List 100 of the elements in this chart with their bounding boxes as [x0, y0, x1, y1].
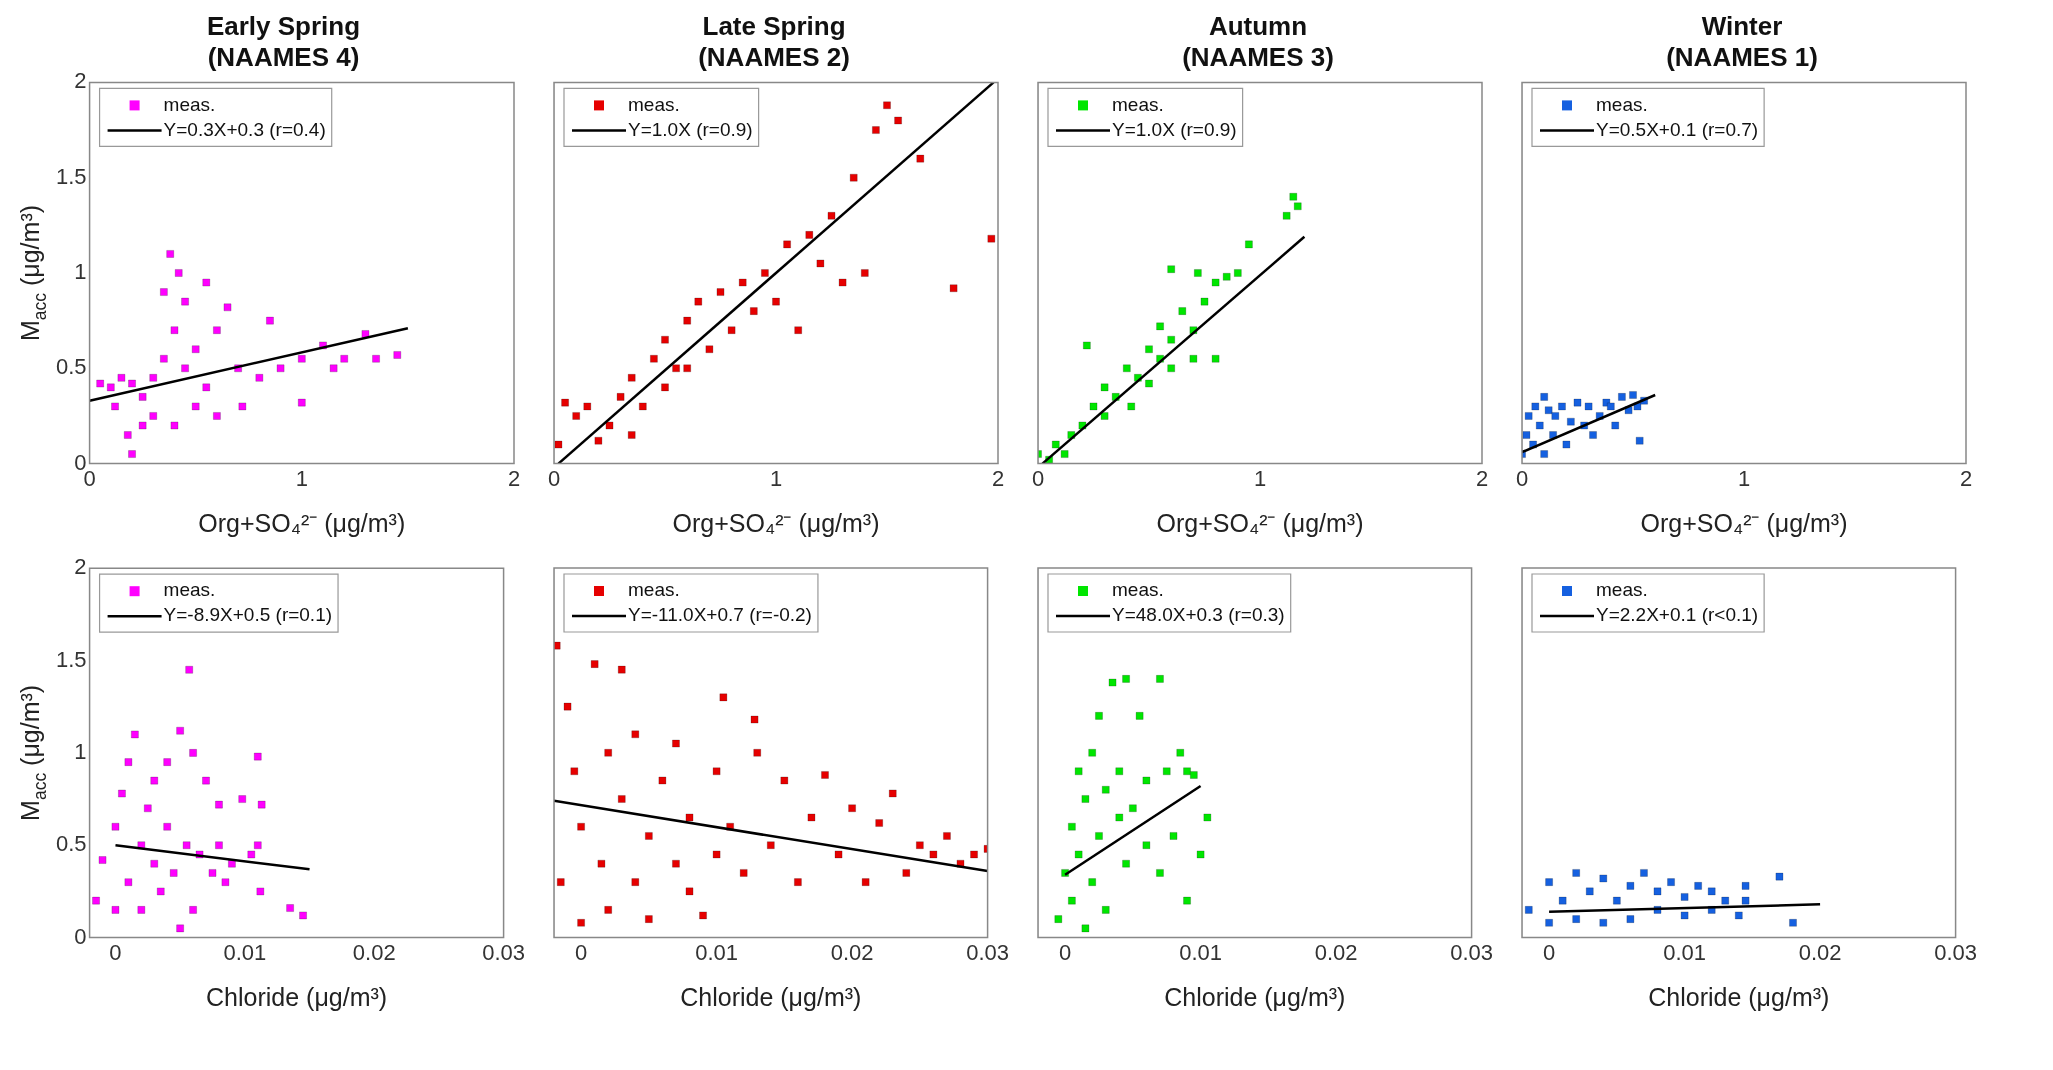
point: [96, 379, 105, 388]
legend-label: Y=-8.9X+0.5 (r=0.1): [163, 604, 333, 626]
point: [1293, 202, 1302, 211]
point: [143, 804, 152, 813]
point: [617, 795, 626, 803]
point: [1211, 278, 1220, 287]
x-tick-label: 2: [1475, 465, 1489, 491]
point: [202, 383, 211, 392]
point: [1054, 915, 1063, 923]
point: [683, 364, 692, 373]
x-tick-label: 0: [574, 939, 588, 965]
point: [577, 822, 585, 831]
point: [672, 364, 680, 373]
y-tick-label: 1: [74, 738, 87, 764]
point: [1635, 436, 1644, 445]
point: [1567, 417, 1575, 426]
point: [716, 288, 725, 296]
x-axis-title: Chloride (μg/m³): [1164, 982, 1346, 1011]
point: [627, 373, 636, 382]
legend-label: Y=48.0X+0.3 (r=0.3): [1112, 604, 1285, 626]
point: [160, 354, 168, 363]
point: [185, 665, 194, 674]
point: [1524, 412, 1533, 420]
point: [1599, 874, 1608, 883]
point: [631, 730, 640, 739]
point: [215, 841, 223, 850]
point: [247, 850, 256, 859]
point: [916, 841, 924, 850]
point: [128, 379, 136, 388]
point: [1108, 678, 1117, 687]
x-tick-label: 0: [547, 465, 561, 491]
point: [827, 211, 836, 220]
point: [1640, 869, 1648, 877]
point: [594, 436, 603, 445]
point: [253, 841, 262, 850]
point: [1176, 748, 1185, 757]
point: [1551, 412, 1560, 420]
point: [794, 878, 802, 886]
point: [590, 660, 599, 668]
point: [1100, 412, 1109, 420]
point: [1721, 896, 1730, 905]
x-tick-label: 0.03: [966, 939, 1009, 965]
point: [645, 915, 653, 923]
point: [631, 878, 640, 886]
point: [661, 335, 669, 344]
x-tick-label: 0.01: [1179, 939, 1223, 965]
point: [174, 269, 183, 277]
point: [1545, 918, 1553, 927]
point: [166, 250, 175, 258]
point: [181, 297, 189, 306]
point: [1626, 915, 1635, 923]
point: [98, 856, 107, 864]
point: [604, 906, 613, 914]
point: [118, 789, 126, 798]
x-tick-label: 2: [1959, 465, 1973, 491]
point: [749, 307, 758, 315]
y-tick-label: 2: [74, 68, 87, 94]
point: [1524, 906, 1533, 914]
point: [727, 326, 736, 335]
point: [658, 776, 667, 785]
point: [1211, 354, 1220, 363]
point: [1200, 297, 1209, 306]
x-tick-label: 1: [1253, 465, 1267, 491]
point: [604, 748, 613, 757]
point: [1115, 767, 1124, 776]
point: [1167, 364, 1176, 373]
point: [106, 383, 115, 392]
point: [1101, 785, 1110, 794]
point: [189, 906, 197, 914]
point: [170, 421, 179, 430]
point: [943, 832, 951, 840]
x-tick-label: 0: [109, 939, 122, 965]
point: [1189, 771, 1198, 779]
point: [1068, 822, 1076, 831]
point: [1572, 869, 1581, 877]
point: [111, 822, 120, 831]
point: [694, 297, 703, 306]
legend-label: meas.: [628, 579, 680, 601]
point: [137, 906, 146, 914]
point: [1196, 850, 1205, 859]
point: [329, 364, 338, 373]
y-tick-label: 1.5: [55, 163, 87, 189]
point: [149, 412, 158, 420]
point: [987, 234, 996, 243]
legend-label: meas.: [163, 93, 216, 115]
point: [1611, 421, 1620, 430]
x-tick-label: 0.02: [830, 939, 874, 965]
point: [753, 748, 762, 757]
point: [253, 752, 262, 761]
point: [929, 850, 938, 859]
point: [255, 373, 264, 382]
point: [393, 351, 402, 359]
point: [739, 869, 748, 877]
point: [766, 841, 775, 850]
legend-label: Y=2.2X+0.1 (r<0.1): [1596, 604, 1759, 626]
point: [1707, 887, 1716, 896]
point: [1535, 421, 1544, 430]
point: [712, 850, 721, 859]
point: [807, 813, 816, 822]
point: [169, 869, 178, 877]
